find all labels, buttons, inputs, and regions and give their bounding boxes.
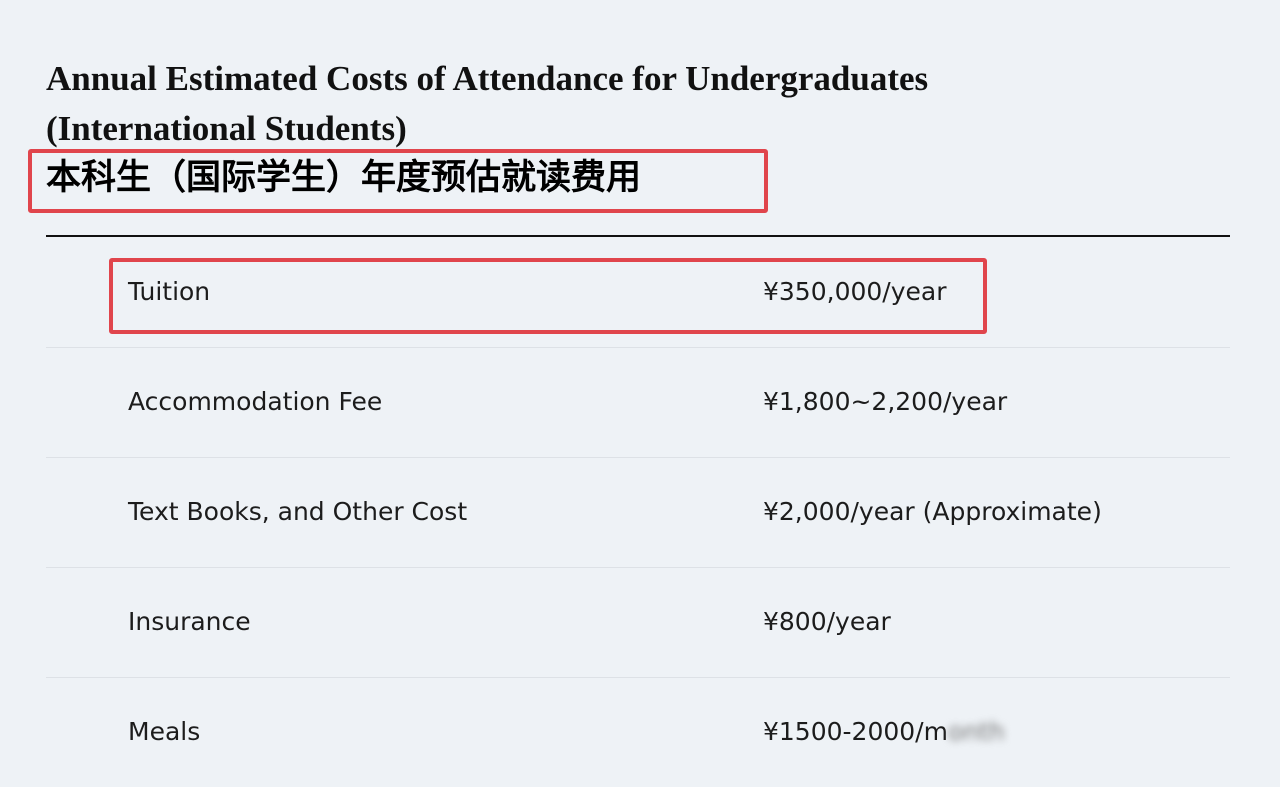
chinese-subtitle: 本科生（国际学生）年度预估就读费用 xyxy=(46,158,642,198)
cost-label: Tuition xyxy=(128,277,211,306)
page-title: Annual Estimated Costs of Attendance for… xyxy=(46,54,928,154)
table-row: Insurance ¥800/year xyxy=(46,567,1230,678)
header-divider xyxy=(46,235,1230,237)
cost-value: ¥2,000/year (Approximate) xyxy=(763,497,1102,526)
table-row: Accommodation Fee ¥1,800~2,200/year xyxy=(46,347,1230,458)
blurred-text: onth xyxy=(947,717,1005,746)
cost-label: Text Books, and Other Cost xyxy=(128,497,468,526)
subtitle-highlight-box xyxy=(28,149,768,213)
cost-value: ¥1500-2000/month xyxy=(763,717,1005,747)
table-row: Tuition ¥350,000/year xyxy=(46,237,1230,348)
cost-value: ¥350,000/year xyxy=(763,277,947,306)
tuition-highlight-box xyxy=(109,258,987,334)
cost-value: ¥800/year xyxy=(763,607,891,636)
table-row: Text Books, and Other Cost ¥2,000/year (… xyxy=(46,457,1230,568)
cost-label: Insurance xyxy=(128,607,251,636)
table-row: Meals ¥1500-2000/month xyxy=(46,677,1230,787)
cost-value: ¥1,800~2,200/year xyxy=(763,387,1008,416)
title-line-1: Annual Estimated Costs of Attendance for… xyxy=(46,59,929,98)
cost-value-visible: ¥1500-2000/m xyxy=(763,717,948,746)
cost-label: Meals xyxy=(128,717,201,746)
cost-label: Accommodation Fee xyxy=(128,387,383,416)
title-line-2: (International Students) xyxy=(46,109,407,148)
